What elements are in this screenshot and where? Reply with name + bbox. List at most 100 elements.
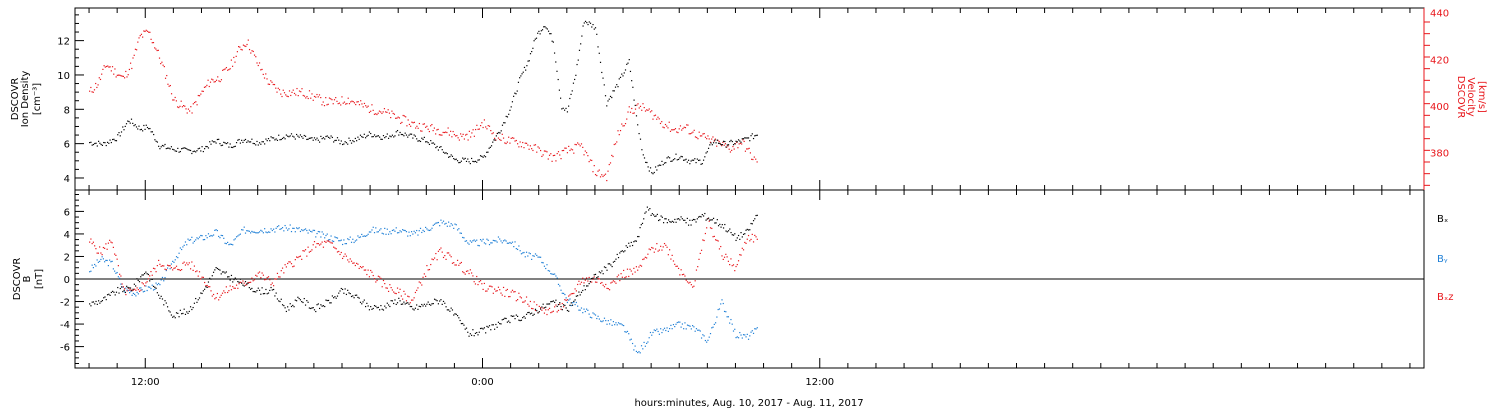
data-point [299, 230, 302, 233]
data-point [462, 271, 464, 273]
data-point [557, 304, 560, 306]
data-point [356, 140, 358, 142]
data-point [694, 330, 696, 332]
data-point [619, 129, 622, 132]
data-point [219, 143, 221, 145]
data-point [492, 132, 494, 134]
data-point [649, 207, 651, 210]
data-point [283, 230, 285, 232]
data-point [577, 283, 579, 286]
data-point [312, 139, 314, 141]
data-point [633, 349, 635, 351]
data-point [147, 286, 150, 288]
data-point [654, 329, 657, 332]
data-point [123, 289, 125, 291]
data-point [597, 315, 599, 317]
data-point [713, 140, 715, 142]
data-point [705, 219, 707, 221]
data-point [219, 80, 221, 83]
data-point [532, 314, 534, 316]
data-point [716, 219, 718, 221]
data-point [545, 267, 547, 270]
data-point [293, 265, 295, 267]
data-point [453, 262, 455, 264]
data-point [520, 253, 523, 255]
data-point [225, 271, 227, 273]
data-point [548, 303, 551, 305]
data-point [158, 57, 161, 59]
data-point [221, 271, 224, 273]
data-point [248, 230, 250, 232]
data-point [755, 214, 757, 217]
data-point [712, 142, 715, 144]
data-point [519, 296, 521, 298]
data-point [669, 220, 671, 223]
data-point [133, 283, 135, 285]
field-axis-title-line3: [nT] [34, 269, 45, 289]
data-point [702, 159, 705, 161]
data-point [651, 110, 653, 112]
data-point [464, 273, 466, 275]
data-point [203, 86, 206, 88]
data-point [98, 77, 100, 79]
data-point [168, 310, 170, 312]
data-point [312, 99, 314, 101]
data-point [281, 137, 284, 140]
data-point [453, 133, 455, 136]
data-point [427, 128, 429, 130]
data-point [623, 72, 625, 74]
data-point [264, 292, 266, 295]
data-point [680, 326, 682, 328]
data-point [575, 290, 577, 292]
velocity-axis-title: DSCOVR Velocity [km/s] [1455, 76, 1487, 119]
data-point [372, 109, 374, 111]
data-point [499, 323, 501, 325]
data-point [597, 46, 599, 48]
data-point [430, 229, 432, 231]
data-point [359, 266, 362, 268]
data-point [626, 246, 629, 248]
data-point [458, 162, 460, 164]
data-point [629, 70, 632, 73]
data-point [542, 307, 544, 309]
data-point [594, 27, 597, 29]
data-point [752, 220, 755, 222]
data-point [603, 266, 606, 268]
data-point [343, 292, 345, 294]
data-point [242, 284, 244, 286]
data-point [280, 270, 282, 272]
data-point [345, 293, 348, 296]
data-point [721, 299, 723, 301]
data-point [90, 270, 92, 272]
data-point [382, 111, 384, 113]
data-point [732, 264, 735, 266]
data-point [661, 216, 663, 218]
data-point [447, 127, 449, 129]
data-point [332, 103, 334, 105]
data-point [290, 94, 292, 97]
data-point [133, 125, 135, 127]
data-point [89, 303, 91, 305]
data-point [347, 289, 349, 291]
data-point [640, 345, 643, 347]
data-point [114, 68, 116, 70]
velocity-tick-label: 420 [1430, 55, 1449, 66]
data-point [701, 163, 703, 165]
data-point [127, 287, 129, 289]
data-point [754, 218, 756, 220]
data-point [745, 229, 747, 231]
data-point [509, 295, 511, 298]
data-point [322, 233, 325, 235]
data-point [697, 138, 699, 140]
data-point [425, 126, 427, 128]
data-point [543, 265, 546, 267]
data-point [701, 213, 703, 216]
data-point [353, 262, 355, 264]
data-point [393, 302, 395, 305]
data-point [224, 272, 226, 274]
data-point [211, 78, 213, 80]
data-point [457, 137, 459, 139]
data-point [324, 237, 326, 239]
data-point [317, 139, 319, 141]
data-point [666, 125, 668, 127]
